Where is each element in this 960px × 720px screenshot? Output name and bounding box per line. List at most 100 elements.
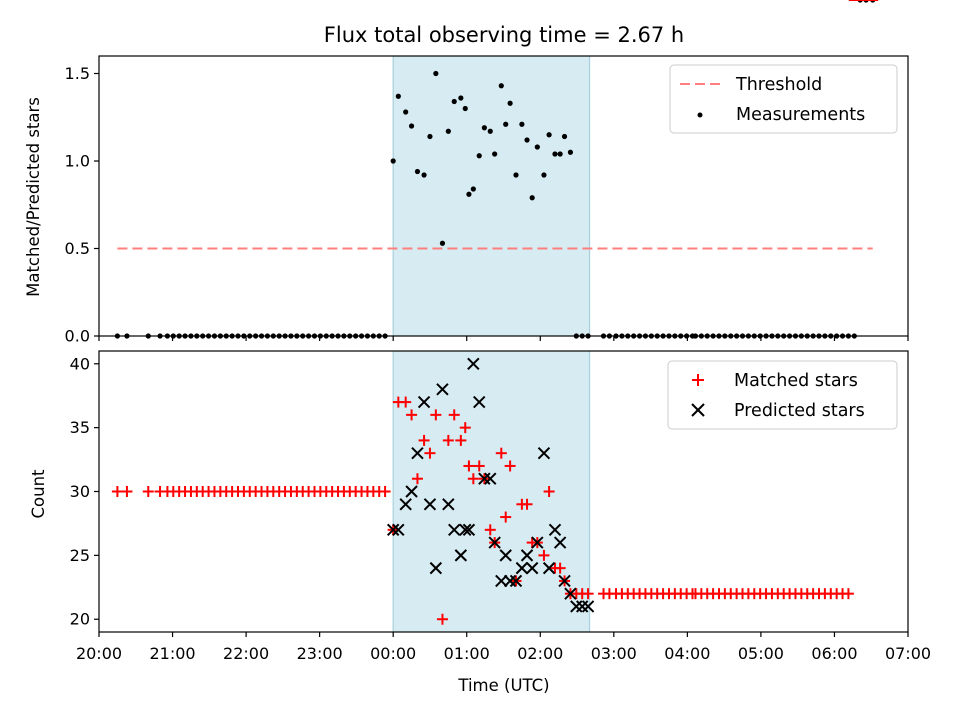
measurement-point [567, 149, 574, 155]
matched-stars-points [111, 0, 879, 625]
measurement-point [439, 240, 446, 246]
matched-star-marker [411, 473, 423, 485]
matched-star-marker [406, 409, 418, 421]
matched-star-marker [554, 562, 566, 574]
bottom-legend: Matched stars Predicted stars [667, 360, 898, 430]
predicted-star-marker [399, 498, 412, 511]
measurement-point [433, 70, 439, 77]
predicted-star-marker [386, 523, 400, 537]
bottom-x-tick-label: 05:00 [738, 644, 784, 663]
top-axes-frame [98, 55, 909, 337]
bottom-panel: 20 25 30 35 40 20:00 21:00 22:00 23:00 00:00 01:0… [29, 0, 931, 695]
bottom-x-tick-label: 22:00 [223, 644, 269, 663]
matched-star-marker [521, 498, 533, 510]
matched-star-marker [418, 434, 430, 446]
measurement-point [503, 121, 509, 127]
bottom-y-axis-label: Count [29, 469, 48, 519]
matched-star-marker [495, 447, 507, 459]
measurement-point [541, 172, 547, 178]
predicted-star-marker [525, 561, 539, 575]
measurement-point [498, 83, 504, 89]
bottom-x-tick-label: 23:00 [297, 644, 343, 663]
matched-star-marker [459, 422, 471, 434]
bottom-x-tick-label: 04:00 [664, 644, 710, 663]
predicted-star-marker [436, 383, 449, 396]
measurement-point [552, 151, 558, 157]
bottom-x-tick-label: 06:00 [811, 644, 857, 663]
measurement-point [466, 191, 472, 197]
predicted-star-marker [548, 523, 562, 537]
bottom-x-tick-label: 00:00 [370, 644, 416, 663]
predicted-star-marker [553, 536, 567, 549]
matched-star-marker [463, 460, 475, 472]
chart-title: Flux total observing time = 2.67 h [324, 23, 684, 47]
predicted-star-marker [423, 498, 437, 511]
matched-star-marker [467, 473, 479, 485]
predicted-star-marker [392, 523, 405, 537]
predicted-star-marker [564, 587, 577, 600]
matched-star-marker [121, 486, 133, 497]
matched-star-marker [504, 460, 516, 472]
matched-star-marker [842, 588, 854, 600]
predicted-star-marker [462, 523, 476, 537]
top-y-axis-label: Matched/Predicted stars [24, 97, 43, 297]
measurement-point [524, 137, 530, 143]
measurement-point [458, 95, 464, 101]
predicted-star-marker [417, 395, 431, 409]
matched-star-marker [442, 434, 454, 446]
measurement-point [519, 121, 525, 127]
predicted-stars-points [386, 357, 595, 613]
predicted-star-marker [467, 357, 480, 370]
measurement-point [451, 98, 457, 105]
measurement-point [492, 151, 498, 157]
measurement-point [414, 168, 421, 175]
predicted-star-marker [531, 536, 544, 549]
predicted-star-marker [473, 395, 486, 409]
predicted-star-marker [558, 574, 571, 588]
legend-matched-swatch [692, 374, 704, 386]
predicted-star-marker [429, 561, 443, 575]
measurement-point [507, 100, 513, 106]
bottom-x-tick-label: 03:00 [591, 644, 637, 663]
predicted-star-marker [442, 498, 455, 511]
matched-star-marker [484, 524, 496, 536]
legend-threshold-label: Threshold [735, 75, 822, 95]
bottom-y-tick-label: 40 [70, 354, 90, 373]
measurement-point [481, 125, 487, 131]
measurement-point [390, 158, 396, 164]
matched-star-marker [424, 447, 436, 459]
matched-star-marker [538, 549, 550, 561]
matched-star-marker [111, 486, 123, 497]
predicted-star-marker [520, 549, 534, 562]
measurement-point [487, 128, 493, 134]
predicted-star-marker [488, 536, 501, 549]
measurement-point [546, 132, 552, 138]
bottom-axes-frame [98, 350, 909, 633]
top-y-tick-label: 1.0 [65, 152, 90, 171]
predicted-star-marker [581, 600, 595, 613]
predicted-star-marker [459, 523, 472, 537]
bottom-x-tick-label: 01:00 [444, 644, 490, 663]
predicted-star-marker [478, 472, 491, 485]
predicted-star-marker [495, 574, 508, 588]
legend-measurements-swatch [697, 112, 703, 118]
matched-star-marker [379, 486, 391, 497]
bottom-y-tick-label: 25 [70, 546, 90, 565]
bottom-y-tick-label: 30 [70, 482, 90, 501]
top-y-tick-label: 0.5 [65, 239, 90, 258]
top-shaded-region [393, 56, 590, 336]
predicted-star-marker [575, 600, 589, 613]
matched-star-marker [473, 460, 485, 472]
matched-star-marker [436, 613, 448, 625]
legend-predicted-swatch [691, 403, 705, 417]
matched-star-marker [500, 511, 512, 523]
bottom-x-tick-label: 20:00 [76, 644, 122, 663]
matched-star-marker [543, 486, 555, 497]
top-y-tick-label: 1.5 [65, 64, 90, 83]
measurement-point [470, 186, 476, 192]
predicted-star-marker [503, 574, 517, 588]
predicted-star-marker [515, 561, 529, 575]
matched-star-marker [455, 434, 467, 446]
bottom-shaded-region [393, 351, 590, 632]
